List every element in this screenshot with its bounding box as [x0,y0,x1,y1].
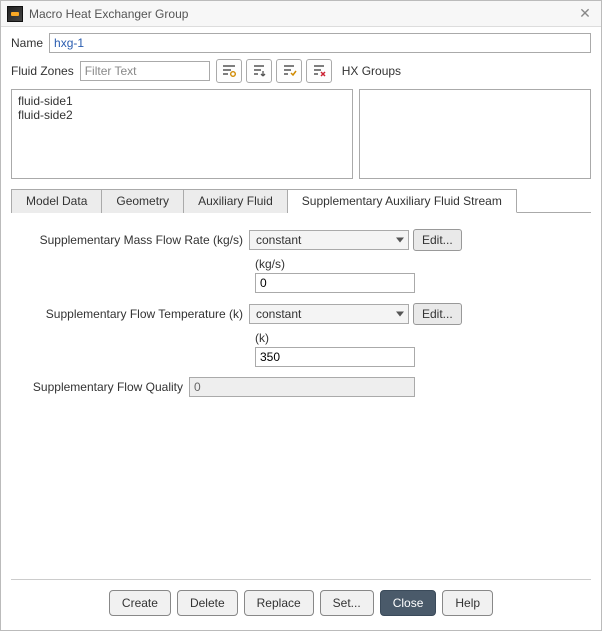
close-icon[interactable]: ✕ [575,4,595,24]
flow-quality-label: Supplementary Flow Quality [19,380,189,394]
flow-quality-row: Supplementary Flow Quality [19,377,583,397]
window-title: Macro Heat Exchanger Group [29,7,575,21]
fluid-zones-list[interactable]: fluid-side1 fluid-side2 [11,89,353,179]
select-all-icon[interactable] [276,59,302,83]
mass-flow-unit: (kg/s) [255,255,415,273]
mass-flow-value-input[interactable] [255,273,415,293]
sort-down-icon[interactable] [246,59,272,83]
dialog-window: Macro Heat Exchanger Group ✕ Name Fluid … [0,0,602,631]
chevron-down-icon [396,238,404,243]
chevron-down-icon [396,312,404,317]
flow-temp-value-input[interactable] [255,347,415,367]
delete-button[interactable]: Delete [177,590,238,616]
filter-match-icon[interactable] [216,59,242,83]
combo-value: constant [256,233,301,247]
tab-geometry[interactable]: Geometry [102,189,184,213]
flow-temp-label: Supplementary Flow Temperature (k) [19,307,249,321]
combo-value: constant [256,307,301,321]
create-button[interactable]: Create [109,590,171,616]
hx-groups-label: HX Groups [342,64,401,78]
name-input[interactable] [49,33,591,53]
name-row: Name [11,33,591,53]
name-label: Name [11,36,43,50]
footer-separator [11,579,591,580]
replace-button[interactable]: Replace [244,590,314,616]
tab-panel-supplementary: Supplementary Mass Flow Rate (kg/s) cons… [11,213,591,409]
tab-auxiliary-fluid[interactable]: Auxiliary Fluid [184,189,288,213]
titlebar: Macro Heat Exchanger Group ✕ [1,1,601,27]
list-pair: fluid-side1 fluid-side2 [11,89,591,179]
flow-temp-edit-button[interactable]: Edit... [413,303,462,325]
close-button[interactable]: Close [380,590,437,616]
help-button[interactable]: Help [442,590,493,616]
list-item[interactable]: fluid-side2 [18,108,346,122]
dialog-body: Name Fluid Zones HX Groups fluid-side1 [1,27,601,630]
flow-temp-mode-combo[interactable]: constant [249,304,409,324]
deselect-all-icon[interactable] [306,59,332,83]
mass-flow-label: Supplementary Mass Flow Rate (kg/s) [19,233,249,247]
flow-quality-value-input [189,377,415,397]
hx-groups-list[interactable] [359,89,591,179]
mass-flow-mode-combo[interactable]: constant [249,230,409,250]
set-button[interactable]: Set... [320,590,374,616]
footer-buttons: Create Delete Replace Set... Close Help [11,590,591,630]
flow-temp-unit: (k) [255,329,415,347]
fluid-zones-label: Fluid Zones [11,64,74,78]
tab-model-data[interactable]: Model Data [11,189,102,213]
tab-strip: Model Data Geometry Auxiliary Fluid Supp… [11,189,591,213]
mass-flow-row: Supplementary Mass Flow Rate (kg/s) cons… [19,229,583,251]
list-item[interactable]: fluid-side1 [18,94,346,108]
mass-flow-edit-button[interactable]: Edit... [413,229,462,251]
tab-supplementary-auxiliary[interactable]: Supplementary Auxiliary Fluid Stream [288,189,517,213]
flow-temp-row: Supplementary Flow Temperature (k) const… [19,303,583,325]
filter-input[interactable] [80,61,210,81]
app-icon [7,6,23,22]
fluid-zones-row: Fluid Zones HX Groups [11,59,591,83]
